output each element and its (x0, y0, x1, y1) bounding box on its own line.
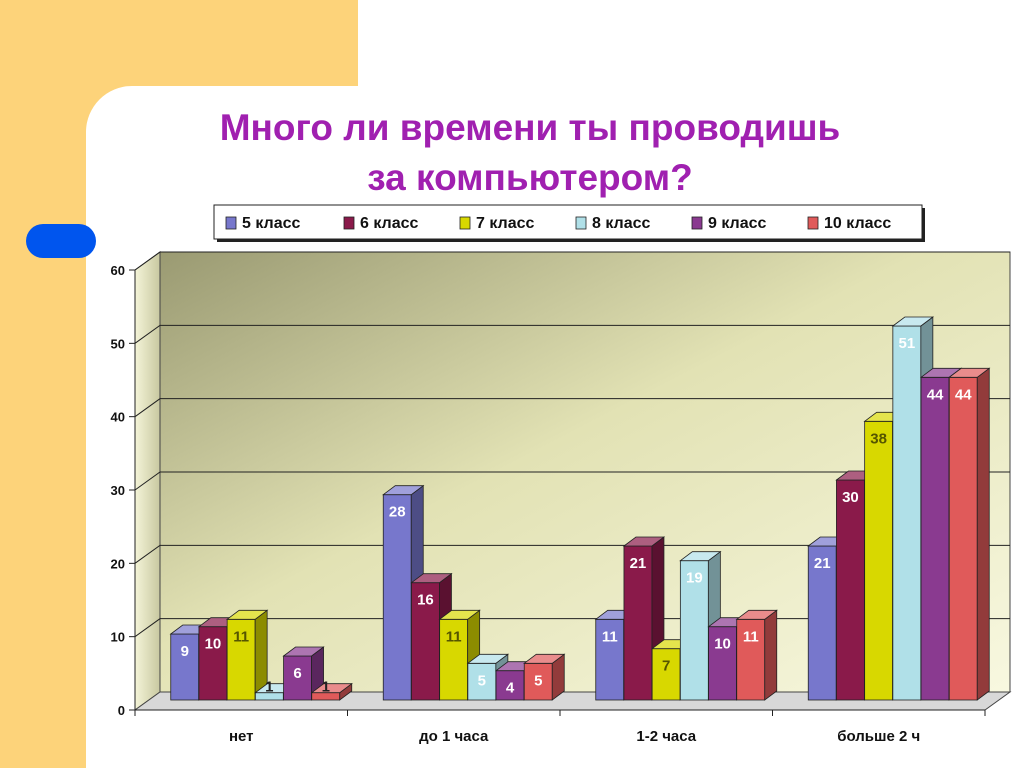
bar: 44 (948, 367, 991, 701)
legend-swatch (807, 216, 819, 230)
bar-top (523, 653, 566, 664)
bar-front (708, 626, 737, 701)
bar-top (891, 316, 935, 327)
y-tick-label: 20 (111, 556, 125, 571)
bar-top (438, 609, 481, 620)
gridline (134, 398, 1010, 418)
gridline (134, 544, 1010, 564)
data-label: 10 (205, 636, 222, 653)
bar: 11 (735, 609, 778, 701)
y-tick-label: 10 (111, 630, 125, 645)
data-label: 5 (534, 672, 542, 689)
data-label: 1 (265, 679, 273, 696)
bar: 1 (310, 679, 353, 701)
legend-item-label: 5 класс (242, 215, 301, 232)
bar-top (225, 609, 269, 620)
y-tick-label: 40 (111, 410, 125, 425)
bar-top (310, 683, 353, 694)
data-label: 11 (233, 628, 249, 645)
title-line-1: Много ли времени ты проводишь (219, 107, 841, 148)
data-label: 19 (686, 570, 703, 587)
bar-front (523, 662, 553, 701)
data-label: 11 (743, 628, 759, 645)
data-label: 21 (630, 555, 647, 572)
gridline (134, 251, 1010, 271)
data-label: 11 (446, 628, 462, 645)
legend-swatch (575, 216, 587, 230)
bar-side (764, 609, 778, 701)
legend-swatch (343, 216, 355, 230)
x-tick-label: до 1 часа (419, 728, 489, 745)
bar-front (864, 420, 894, 701)
x-tick-label: нет (229, 728, 254, 745)
y-tick-label: 0 (118, 703, 125, 718)
legend-swatch (225, 216, 237, 230)
data-label: 1 (322, 679, 330, 696)
bar-front (892, 325, 922, 701)
bar-front (948, 376, 978, 701)
bar-top (735, 609, 778, 620)
bar-front (623, 545, 653, 701)
bar: 11 (225, 609, 269, 701)
bar-front (382, 494, 412, 701)
y-tick-label: 50 (111, 336, 125, 351)
data-label: 44 (955, 386, 972, 403)
bar-top (466, 653, 510, 664)
data-label: 7 (662, 658, 670, 675)
bar-front (411, 582, 440, 701)
legend-item-label: 10 класс (824, 215, 891, 232)
bar-top (410, 573, 453, 584)
data-label: 30 (842, 489, 859, 506)
data-label: 11 (602, 628, 618, 645)
legend-swatch (459, 216, 471, 230)
bar-front (836, 479, 865, 701)
x-tick-label: 1-2 часа (636, 728, 696, 745)
bar-front (736, 618, 766, 701)
bar-top (948, 367, 991, 378)
y-tick-label: 60 (111, 263, 125, 278)
bar-top (382, 485, 425, 496)
bar: 7 (650, 638, 694, 701)
bar-side (976, 367, 990, 701)
legend-item-label: 8 класс (592, 215, 651, 232)
legend-box (213, 204, 923, 240)
data-label: 16 (417, 592, 434, 609)
data-label: 38 (870, 430, 887, 447)
legend: 5 класс 6 класс 7 класс 8 класс 9 класс 10 кл… (213, 204, 925, 242)
gridline (134, 471, 1010, 491)
bar: 5 (523, 653, 566, 701)
bar-top (282, 646, 325, 657)
legend-swatch (691, 216, 703, 230)
bar-front (920, 376, 950, 701)
data-label: 44 (927, 386, 944, 403)
data-label: 6 (293, 665, 301, 682)
gridline (134, 324, 1010, 344)
data-label: 10 (714, 636, 731, 653)
data-label: 28 (389, 504, 406, 521)
bar-top (679, 551, 722, 562)
legend-item-label: 7 класс (476, 215, 535, 232)
data-label: 5 (478, 672, 486, 689)
data-label: 51 (899, 335, 916, 352)
data-label: 21 (814, 555, 831, 572)
legend-item-label: 9 класс (708, 215, 767, 232)
bar-front (198, 626, 228, 701)
legend-item-label: 6 класс (360, 215, 419, 232)
title-line-2: за компьютером? (367, 157, 693, 198)
x-tick-label: больше 2 ч (837, 728, 920, 745)
bar-top (622, 536, 666, 547)
bar-front (467, 662, 497, 701)
y-tick-label: 30 (111, 483, 125, 498)
slide-title: Много ли времени ты проводишь за компьют… (100, 103, 960, 203)
data-label: 4 (506, 680, 515, 697)
data-label: 9 (181, 643, 189, 660)
decorative-pill (26, 224, 96, 258)
bar: 6 (282, 646, 325, 701)
